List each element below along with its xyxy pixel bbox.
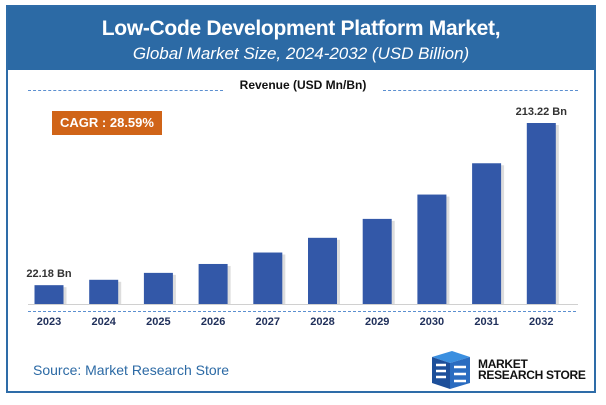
chart-frame: [6, 5, 596, 393]
divider-left: [28, 90, 223, 91]
logo-text: MARKET RESEARCH STORE: [478, 357, 586, 382]
x-tick-label: 2023: [37, 316, 61, 328]
bar-2029: [362, 218, 392, 304]
x-tick-label: 2029: [365, 316, 389, 328]
bar-2026: [198, 263, 228, 304]
cagr-badge: CAGR : 28.59%: [52, 111, 162, 135]
bar-2031: [472, 163, 502, 304]
logo-line2: RESEARCH STORE: [478, 368, 586, 382]
bar-2028: [308, 237, 337, 304]
revenue-label: Revenue (USD Mn/Bn): [239, 78, 367, 92]
x-tick-label: 2024: [91, 316, 116, 328]
market-research-store-logo-icon: [432, 351, 470, 389]
chart-title: Low-Code Development Platform Market,: [101, 17, 501, 40]
bar-2030: [417, 194, 447, 304]
chart-subtitle: Global Market Size, 2024-2032 (USD Billi…: [132, 44, 470, 63]
x-tick-label: 2032: [529, 316, 553, 328]
x-tick-label: 2027: [256, 316, 280, 328]
divider-right: [383, 90, 578, 91]
x-tick-label: 2026: [201, 316, 225, 328]
bar-2025: [143, 272, 173, 304]
bar-2032: [526, 123, 556, 304]
bar-2027: [253, 252, 283, 304]
header: Low-Code Development Platform Market, Gl…: [8, 7, 594, 70]
bar-2024: [89, 279, 119, 304]
x-tick-label: 2030: [420, 316, 444, 328]
data-label: 213.22 Bn: [516, 106, 568, 118]
x-tick-label: 2028: [310, 316, 334, 328]
data-label: 22.18 Bn: [26, 268, 72, 280]
source-text: Source: Market Research Store: [33, 362, 230, 378]
logo-line1: MARKET: [478, 357, 528, 371]
bar-2023: [34, 285, 64, 304]
x-tick-label: 2025: [146, 316, 170, 328]
x-tick-label: 2031: [474, 316, 498, 328]
